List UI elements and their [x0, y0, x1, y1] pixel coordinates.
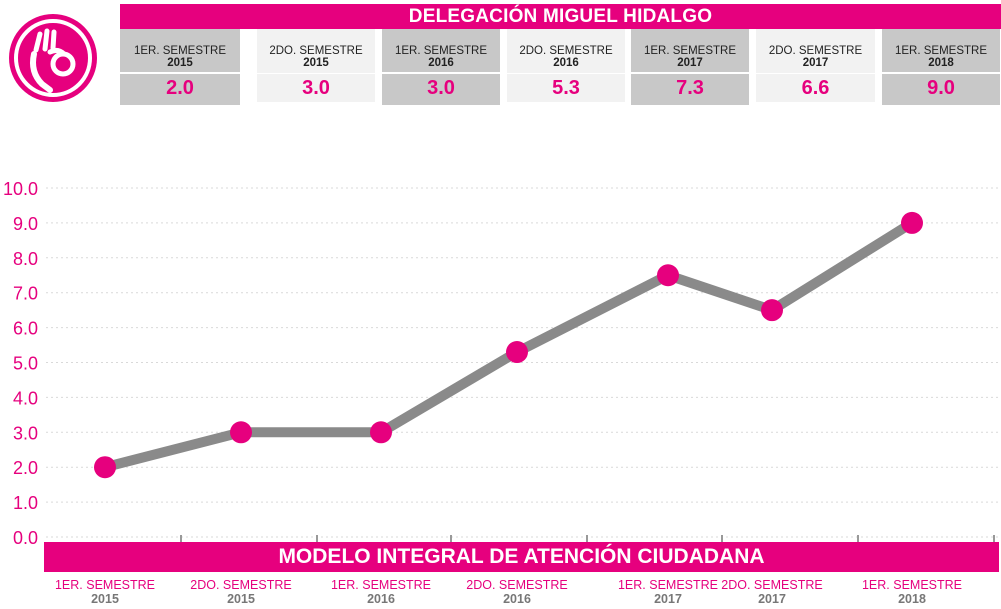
- x-tick-label: 2DO. SEMESTRE: [190, 578, 291, 592]
- card-label: 1ER. SEMESTRE 2015: [133, 45, 227, 69]
- x-tick-label: 1ER. SEMESTRE: [618, 578, 718, 592]
- x-tick-label-year: 2018: [898, 592, 926, 606]
- x-tick-label: 1ER. SEMESTRE: [862, 578, 962, 592]
- line-chart: 0.0 1.0 2.0 3.0 4.0 5.0 6.0 7.0 8.0 9.0 10.0 1ER. S…: [3, 179, 1001, 606]
- x-tick-label-year: 2016: [503, 592, 531, 606]
- x-tick-label-year: 2016: [367, 592, 395, 606]
- x-tick-label: 1ER. SEMESTRE: [55, 578, 155, 592]
- footer-title: MODELO INTEGRAL DE ATENCIÓN CIUDADANA: [44, 542, 999, 572]
- value-card: 1ER. SEMESTRE 2017 7.3: [631, 29, 749, 105]
- y-tick-label: 9.0: [13, 214, 38, 234]
- value-card: 2DO. SEMESTRE 2016 5.3: [507, 29, 625, 105]
- card-label: 2DO. SEMESTRE 2015: [269, 45, 363, 69]
- x-tick-label-year: 2015: [91, 592, 119, 606]
- y-tick-label: 10.0: [3, 179, 38, 199]
- x-tick-label-year: 2017: [758, 592, 786, 606]
- card-value: 9.0: [882, 72, 1000, 102]
- card-label: 2DO. SEMESTRE 2017: [768, 45, 863, 69]
- y-tick-label: 0.0: [13, 528, 38, 548]
- y-tick-label: 3.0: [13, 423, 38, 443]
- chart-title: DELEGACIÓN MIGUEL HIDALGO: [120, 4, 1001, 29]
- card-label: 1ER. SEMESTRE 2016: [394, 45, 488, 69]
- value-card: 1ER. SEMESTRE 2016 3.0: [382, 29, 500, 105]
- data-point: [761, 299, 783, 322]
- value-card: 2DO. SEMESTRE 2017 6.6: [756, 29, 875, 105]
- card-value: 3.0: [257, 74, 375, 102]
- value-card: 1ER. SEMESTRE 2015 2.0: [120, 29, 240, 105]
- card-value: 6.6: [756, 74, 875, 102]
- data-point: [230, 421, 252, 444]
- y-tick-label: 1.0: [13, 493, 38, 513]
- card-label: 1ER. SEMESTRE 2017: [643, 45, 737, 69]
- card-label: 2DO. SEMESTRE 2016: [519, 45, 613, 69]
- y-tick-label: 2.0: [13, 458, 38, 478]
- card-value: 5.3: [507, 74, 625, 102]
- y-tick-label: 6.0: [13, 319, 38, 339]
- card-value: 7.3: [631, 72, 749, 102]
- x-tick-label-year: 2017: [654, 592, 682, 606]
- x-tick-label: 1ER. SEMESTRE: [331, 578, 431, 592]
- data-point: [94, 456, 116, 479]
- data-point: [657, 264, 679, 287]
- value-card: 1ER. SEMESTRE 2018 9.0: [882, 29, 1000, 105]
- data-point: [901, 211, 923, 234]
- y-tick-label: 4.0: [13, 388, 38, 408]
- y-tick-label: 8.0: [13, 249, 38, 269]
- x-tick-label-year: 2015: [227, 592, 255, 606]
- data-point: [506, 341, 528, 364]
- card-value: 3.0: [382, 72, 500, 102]
- y-tick-label: 7.0: [13, 284, 38, 304]
- logo-ok-hand-icon: [9, 14, 97, 102]
- card-value: 2.0: [120, 72, 240, 102]
- card-label: 1ER. SEMESTRE 2018: [894, 45, 988, 69]
- y-tick-label: 5.0: [13, 354, 38, 374]
- data-point: [370, 421, 392, 444]
- x-tick-label: 2DO. SEMESTRE: [721, 578, 822, 592]
- value-card: 2DO. SEMESTRE 2015 3.0: [257, 29, 375, 105]
- x-tick-label: 2DO. SEMESTRE: [466, 578, 567, 592]
